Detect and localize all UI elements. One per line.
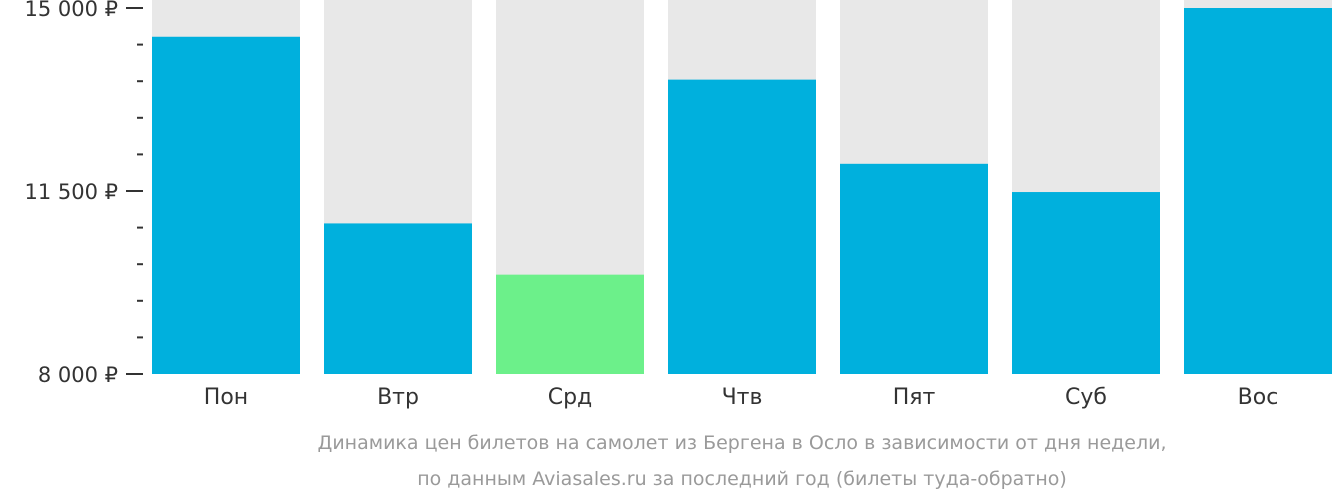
y-tick-label: 8 000 ₽ [38, 363, 118, 387]
bar [668, 79, 816, 374]
price-by-weekday-chart: 15 000 ₽ 11 500 ₽ 8 000 ₽ Пон Втр Срд Чтв Пят Су… [24, 0, 1332, 410]
x-category-label: Суб [1065, 385, 1107, 410]
bar [496, 274, 644, 374]
x-category-label: Втр [377, 385, 419, 410]
bar [840, 163, 988, 374]
y-tick-label: 15 000 ₽ [24, 0, 118, 21]
y-tick-label: 11 500 ₽ [24, 180, 118, 204]
x-category-label: Вос [1238, 385, 1279, 410]
bar [324, 223, 472, 374]
bar [1184, 8, 1332, 374]
x-category-label: Чтв [722, 385, 763, 410]
x-category-label: Пон [204, 385, 248, 410]
bar [1012, 192, 1160, 374]
chart-caption-line-2: по данным Aviasales.ru за последний год … [417, 468, 1067, 490]
x-category-label: Срд [548, 385, 593, 410]
x-category-label: Пят [893, 385, 936, 410]
chart-caption-line-1: Динамика цен билетов на самолет из Берге… [317, 432, 1167, 454]
bar [152, 36, 300, 374]
